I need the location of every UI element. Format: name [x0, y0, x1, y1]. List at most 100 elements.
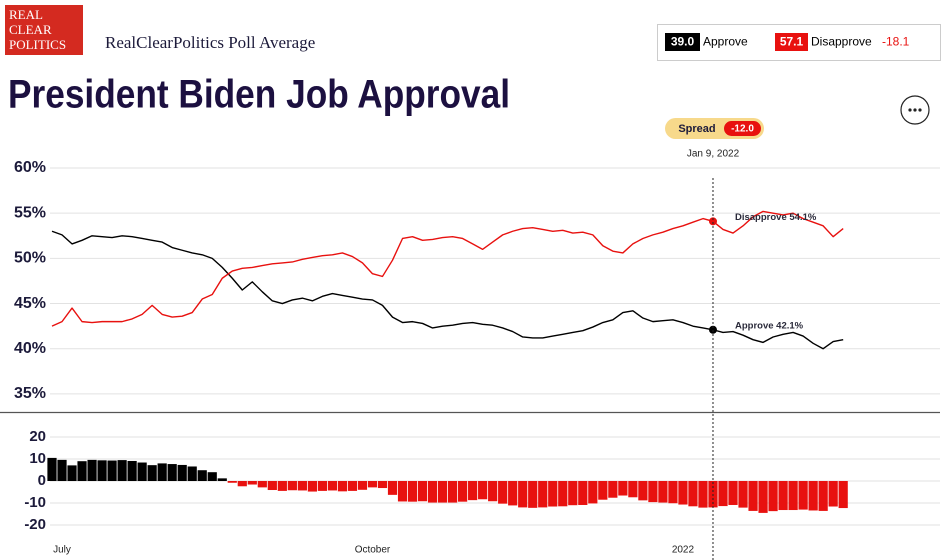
x-tick-label: October	[355, 545, 391, 556]
spread-bar	[317, 481, 328, 491]
spread-bar	[237, 481, 247, 487]
spread-bar	[377, 481, 388, 489]
spread-bar	[448, 481, 458, 503]
series-line	[51, 230, 844, 350]
spread-bar	[427, 481, 438, 503]
spread-bar	[307, 481, 317, 492]
spread-bar	[437, 481, 448, 503]
spread-bar	[47, 457, 57, 481]
y-tick-label: 0	[38, 472, 46, 489]
spread-bar	[257, 481, 267, 488]
spread-bar	[568, 481, 578, 506]
spread-bar	[347, 481, 358, 491]
spread-bar	[127, 460, 137, 481]
spread-bar	[658, 481, 668, 503]
hover-dot	[708, 217, 717, 226]
logo-box	[5, 5, 83, 55]
spread-bar	[618, 481, 628, 496]
spread-bar	[107, 460, 117, 481]
hover-annotation: Approve 42.1%	[735, 320, 804, 331]
hover-annotation: Disapprove 54.1%	[735, 212, 817, 223]
spread-bar	[468, 481, 478, 501]
spread-bar	[77, 461, 87, 481]
y-tick-label: 40%	[14, 340, 46, 357]
y-tick-label: 55%	[14, 204, 46, 221]
approve-value: 39.0	[671, 35, 695, 49]
spread-bar	[387, 481, 398, 495]
net-value: -18.1	[882, 35, 910, 49]
spread-bar	[668, 481, 678, 504]
spread-bar	[628, 481, 638, 498]
spread-bar	[57, 459, 67, 481]
spread-bar	[397, 481, 408, 502]
spread-bar	[808, 481, 818, 511]
spread-bar	[207, 472, 217, 481]
spread-bar	[187, 466, 197, 481]
spread-bar	[337, 481, 348, 492]
spread-bar	[608, 481, 618, 498]
spread-bar	[758, 481, 768, 513]
y-tick-label: 35%	[14, 385, 46, 402]
spread-bar	[67, 465, 77, 481]
disapprove-label: Disapprove	[811, 35, 872, 49]
logo-text: CLEAR	[9, 22, 52, 37]
logo-text: REAL	[9, 7, 43, 22]
spread-bar	[518, 481, 528, 508]
x-tick-label: July	[53, 545, 71, 556]
spread-bar	[97, 460, 107, 481]
spread-bar	[548, 481, 558, 507]
spread-bar	[417, 481, 428, 502]
spread-bar	[778, 481, 788, 511]
spread-bar	[698, 481, 708, 508]
spread-bar	[247, 481, 257, 485]
approve-badge	[665, 33, 700, 51]
spread-bar	[588, 481, 598, 504]
spread-bar	[528, 481, 538, 508]
spread-bar	[488, 481, 498, 502]
spread-bar	[768, 481, 778, 512]
hover-dot	[708, 325, 717, 334]
spread-bar	[458, 481, 468, 502]
spread-bar	[798, 481, 808, 510]
spread-bar	[598, 481, 608, 500]
spread-bar	[137, 462, 147, 481]
spread-bar	[287, 481, 297, 491]
menu-button[interactable]	[900, 95, 930, 125]
spread-bar	[828, 481, 838, 507]
approve-label: Approve	[703, 35, 748, 49]
spread-bar	[748, 481, 758, 511]
spread-bar	[327, 481, 338, 491]
y-tick-label: 10	[29, 450, 46, 467]
disapprove-badge	[775, 33, 808, 51]
hover-date: Jan 9, 2022	[687, 149, 740, 160]
spread-bar	[147, 465, 157, 481]
spread-bar	[167, 464, 177, 481]
spread-bar	[648, 481, 658, 503]
spread-bar	[117, 460, 127, 481]
spread-bar	[818, 481, 828, 511]
spread-bar	[277, 481, 287, 491]
spread-pill	[724, 121, 761, 136]
y-tick-label: -10	[24, 494, 46, 511]
spread-bar	[788, 481, 798, 511]
spread-bar	[357, 481, 368, 490]
spread-bar	[498, 481, 508, 504]
y-tick-label: 45%	[14, 295, 46, 312]
spread-bar	[678, 481, 688, 505]
y-tick-label: 60%	[14, 159, 46, 176]
disapprove-value: 57.1	[780, 35, 804, 49]
y-tick-label: -20	[24, 516, 46, 533]
spread-bar	[87, 459, 97, 481]
spread-bar	[638, 481, 648, 501]
spread-bar	[157, 463, 167, 481]
spread-bar	[407, 481, 418, 502]
title: President Biden Job Approval	[8, 73, 510, 117]
spread-label: Spread	[678, 123, 715, 135]
spread-value: -12.0	[731, 124, 754, 135]
spread-bar	[508, 481, 518, 506]
spread-bar	[838, 481, 848, 509]
spread-bar	[688, 481, 698, 507]
spread-bar	[177, 464, 187, 481]
